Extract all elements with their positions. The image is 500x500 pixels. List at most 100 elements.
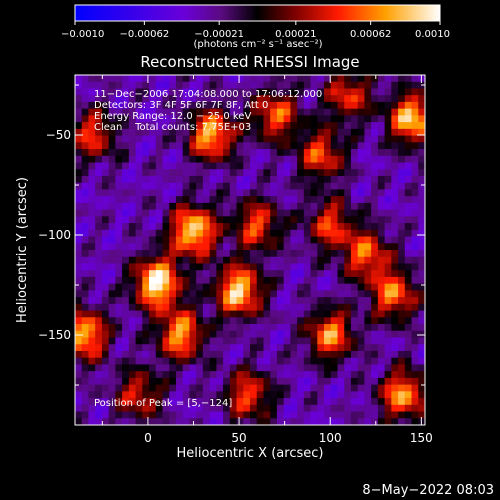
heatmap-cell bbox=[236, 411, 244, 419]
heatmap-cell bbox=[283, 290, 291, 298]
heatmap-cell bbox=[411, 115, 419, 123]
heatmap-cell bbox=[303, 377, 311, 386]
heatmap-cell bbox=[297, 270, 305, 278]
heatmap-cell bbox=[175, 142, 184, 150]
heatmap-cell bbox=[108, 122, 116, 130]
heatmap-cell bbox=[324, 337, 332, 345]
heatmap-cell bbox=[357, 223, 365, 231]
heatmap-cell bbox=[216, 404, 224, 412]
heatmap-cell bbox=[122, 357, 130, 365]
heatmap-cell bbox=[404, 391, 412, 399]
heatmap-cell bbox=[243, 371, 251, 379]
heatmap-cell bbox=[384, 404, 392, 412]
heatmap-cell bbox=[418, 229, 425, 237]
heatmap-cell bbox=[371, 149, 379, 157]
heatmap-cell bbox=[108, 337, 116, 345]
heatmap-cell bbox=[169, 377, 177, 386]
heatmap-cell bbox=[223, 263, 231, 271]
heatmap-cell bbox=[229, 384, 237, 392]
heatmap-cell bbox=[88, 310, 96, 318]
heatmap-cell bbox=[223, 115, 231, 123]
heatmap-cell bbox=[310, 270, 318, 278]
heatmap-cell bbox=[135, 196, 143, 204]
heatmap-cell bbox=[175, 276, 184, 285]
heatmap-cell bbox=[135, 135, 143, 143]
heatmap-cell bbox=[377, 350, 386, 359]
heatmap-cell bbox=[404, 229, 412, 237]
heatmap-cell bbox=[175, 202, 184, 211]
heatmap-cell bbox=[317, 108, 325, 116]
heatmap-cell bbox=[384, 115, 392, 123]
heatmap-cell bbox=[364, 337, 372, 345]
heatmap-cell bbox=[377, 162, 386, 170]
heatmap-cell bbox=[250, 330, 258, 338]
heatmap-cell bbox=[101, 216, 110, 224]
heatmap-cell bbox=[182, 155, 190, 163]
heatmap-cell bbox=[350, 88, 359, 96]
heatmap-cell bbox=[404, 155, 412, 163]
x-tick-label: 0 bbox=[144, 431, 152, 445]
heatmap-cell bbox=[108, 189, 116, 197]
heatmap-cell bbox=[75, 149, 83, 157]
heatmap-cell bbox=[108, 391, 116, 399]
heatmap-cell bbox=[108, 290, 116, 298]
heatmap-cell bbox=[411, 297, 419, 305]
heatmap-cell bbox=[169, 364, 177, 372]
heatmap-cell bbox=[162, 337, 170, 345]
heatmap-cell bbox=[263, 155, 271, 163]
heatmap-cell bbox=[256, 330, 264, 338]
heatmap-cell bbox=[324, 189, 332, 197]
heatmap-cell bbox=[169, 175, 177, 184]
heatmap-cell bbox=[162, 303, 170, 311]
heatmap-cell bbox=[236, 162, 244, 170]
heatmap-cell bbox=[297, 182, 305, 190]
heatmap-cell bbox=[377, 75, 386, 83]
heatmap-cell bbox=[303, 310, 311, 318]
heatmap-cell bbox=[270, 182, 278, 190]
heatmap-cell bbox=[377, 81, 386, 89]
heatmap-cell bbox=[189, 398, 197, 406]
heatmap-cell bbox=[418, 371, 425, 379]
heatmap-cell bbox=[283, 142, 291, 150]
heatmap-cell bbox=[115, 202, 123, 211]
heatmap-cell bbox=[297, 142, 305, 150]
heatmap-cell bbox=[115, 290, 123, 298]
heatmap-cell bbox=[189, 357, 197, 365]
heatmap-cell bbox=[182, 303, 190, 311]
heatmap-cell bbox=[357, 263, 365, 271]
heatmap-cell bbox=[75, 216, 83, 224]
heatmap-cell bbox=[88, 276, 96, 285]
heatmap-cell bbox=[202, 88, 211, 96]
heatmap-cell bbox=[229, 155, 237, 163]
heatmap-cell bbox=[162, 404, 170, 412]
heatmap-cell bbox=[95, 398, 103, 406]
heatmap-cell bbox=[128, 122, 136, 130]
heatmap-cell bbox=[149, 108, 157, 116]
heatmap-cell bbox=[88, 175, 96, 184]
heatmap-cell bbox=[81, 182, 89, 190]
heatmap-cell bbox=[229, 283, 237, 291]
heatmap-cell bbox=[270, 189, 278, 197]
heatmap-cell bbox=[270, 398, 278, 406]
heatmap-cell bbox=[263, 297, 271, 305]
heatmap-cell bbox=[81, 75, 89, 83]
heatmap-cell bbox=[189, 175, 197, 184]
heatmap-cell bbox=[95, 337, 103, 345]
heatmap-cell bbox=[108, 81, 116, 89]
heatmap-cell bbox=[276, 418, 285, 425]
heatmap-cell bbox=[344, 182, 352, 190]
heatmap-cell bbox=[290, 391, 298, 399]
heatmap-cell bbox=[398, 263, 406, 271]
heatmap-cell bbox=[189, 337, 197, 345]
heatmap-cell bbox=[182, 243, 190, 251]
heatmap-cell bbox=[256, 216, 264, 224]
heatmap-cell bbox=[364, 196, 372, 204]
heatmap-cell bbox=[364, 404, 372, 412]
heatmap-cell bbox=[276, 135, 285, 143]
heatmap-cell bbox=[155, 196, 163, 204]
heatmap-cell bbox=[317, 371, 325, 379]
heatmap-cell bbox=[216, 202, 224, 211]
heatmap-cell bbox=[317, 223, 325, 231]
heatmap-cell bbox=[243, 324, 251, 332]
heatmap-cell bbox=[229, 418, 237, 425]
